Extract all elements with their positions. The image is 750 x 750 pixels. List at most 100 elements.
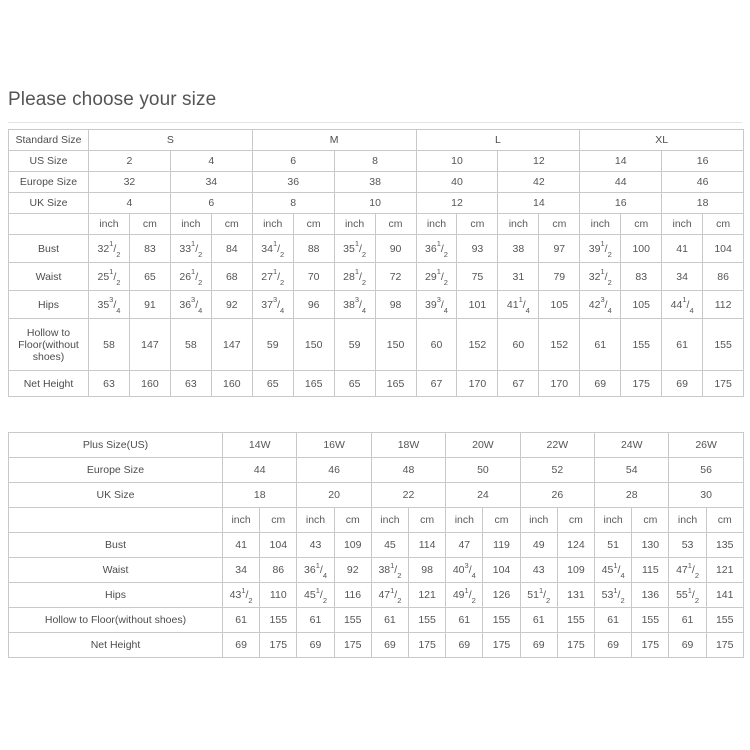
cell-plus-hollow_to_floor-12: 61: [668, 607, 707, 633]
table-row-hollow-to-floor: Hollow to Floor(without shoes) 58 147 58 147…: [8, 318, 745, 371]
cell-waist-4: 271/2: [251, 262, 294, 291]
cell-waist-12: 321/2: [579, 262, 622, 291]
cell-bust-7: 90: [374, 234, 417, 263]
cell-bust-11: 97: [538, 234, 581, 263]
table-row-units: inch cm inch cm inch cm inch cm inch cm inch cm inch…: [8, 213, 745, 235]
cell-plus-waist-4: 381/2: [370, 557, 410, 583]
cell-hips-5: 96: [292, 290, 335, 319]
cell-net_height-4: 65: [251, 370, 294, 397]
cell-plus_size-2: 18W: [370, 432, 447, 458]
cell-bust-0: 321/2: [88, 234, 130, 263]
cell-bust-6: 351/2: [333, 234, 376, 263]
cell-plus-waist-13: 121: [705, 557, 744, 583]
unit-header-11: cm: [538, 213, 581, 235]
cell-plus-waist-1: 86: [259, 557, 298, 583]
cell-plus-hollow_to_floor-2: 61: [296, 607, 335, 633]
cell-plus-net_height-6: 69: [445, 632, 484, 658]
cell-waist-9: 75: [456, 262, 499, 291]
cell-bust-1: 83: [128, 234, 171, 263]
cell-plus-net_height-4: 69: [370, 632, 410, 658]
cell-europe_size-1: 34: [169, 171, 253, 193]
unit-header-9: cm: [456, 213, 499, 235]
table-row-uk-size: UK Size 4 6 8 10 12 14 16 18: [8, 192, 745, 214]
cell-plus-hips-7: 126: [482, 582, 521, 608]
cell-hips-8: 393/4: [415, 290, 458, 319]
plus-unit-header-7: cm: [482, 507, 521, 533]
cell-uk_size-4: 26: [519, 482, 596, 508]
standard-size-table: Standard Size S M L XL US Size 2 4 6 8 10 12 14 16 Eur…: [8, 129, 745, 397]
cell-europe_size-2: 36: [251, 171, 335, 193]
table-row-bust: Bust 321/2 83 331/2 84 341/2 88 351/2 90 361/2 93 3…: [8, 234, 745, 263]
cell-europe_size-4: 40: [415, 171, 499, 193]
cell-plus-hips-9: 131: [556, 582, 596, 608]
cell-plus-hollow_to_floor-8: 61: [519, 607, 558, 633]
cell-hollow_to_floor-0: 58: [88, 318, 130, 371]
cell-hips-13: 105: [620, 290, 663, 319]
cell-plus-net_height-2: 69: [296, 632, 335, 658]
cell-hollow_to_floor-13: 155: [620, 318, 663, 371]
cell-plus-hollow_to_floor-10: 61: [594, 607, 633, 633]
table-row-plus-uk-size: UK Size 18 20 22 24 26 28 30: [8, 482, 744, 508]
row-label-plus-hips: Hips: [8, 582, 223, 608]
row-label-europe-size: Europe Size: [8, 171, 89, 193]
cell-bust-9: 93: [456, 234, 499, 263]
cell-plus-bust-11: 130: [631, 532, 670, 558]
unit-header-10: inch: [497, 213, 540, 235]
cell-waist-1: 65: [128, 262, 171, 291]
row-label-plus-waist: Waist: [8, 557, 223, 583]
row-label-plus-europe-size: Europe Size: [8, 457, 223, 483]
cell-net_height-13: 175: [620, 370, 663, 397]
cell-europe_size-4: 52: [519, 457, 596, 483]
table-row-hips: Hips 353/4 91 363/4 92 373/4 96 383/4 98 393/4 101…: [8, 290, 745, 319]
cell-waist-11: 79: [538, 262, 581, 291]
cell-plus-hollow_to_floor-4: 61: [370, 607, 410, 633]
cell-hips-9: 101: [456, 290, 499, 319]
cell-us_size-2: 6: [251, 150, 335, 172]
unit-header-5: cm: [292, 213, 335, 235]
cell-net_height-0: 63: [88, 370, 130, 397]
cell-uk_size-6: 16: [579, 192, 663, 214]
cell-hollow_to_floor-15: 155: [702, 318, 745, 371]
cell-uk_size-3: 10: [333, 192, 417, 214]
cell-hips-14: 441/4: [661, 290, 704, 319]
plus-unit-header-10: inch: [594, 507, 633, 533]
cell-us_size-0: 2: [88, 150, 171, 172]
cell-uk_size-7: 18: [661, 192, 745, 214]
cell-plus_size-1: 16W: [296, 432, 372, 458]
cell-net_height-14: 69: [661, 370, 704, 397]
cell-waist-6: 281/2: [333, 262, 376, 291]
cell-uk_size-4: 12: [415, 192, 499, 214]
cell-hollow_to_floor-14: 61: [661, 318, 704, 371]
cell-plus-waist-9: 109: [556, 557, 596, 583]
cell-plus-bust-13: 135: [705, 532, 744, 558]
row-label-plus-hollow-to-floor: Hollow to Floor(without shoes): [8, 607, 223, 633]
unit-header-15: cm: [702, 213, 745, 235]
cell-europe_size-0: 44: [221, 457, 298, 483]
row-label-bust: Bust: [8, 234, 89, 263]
cell-hollow_to_floor-4: 59: [251, 318, 294, 371]
group-header-M: M: [251, 129, 417, 151]
cell-plus-bust-1: 104: [259, 532, 298, 558]
table-row-europe-size: Europe Size 32 34 36 38 40 42 44 46: [8, 171, 745, 193]
group-header-L: L: [415, 129, 581, 151]
cell-plus-hips-11: 136: [631, 582, 670, 608]
cell-plus-hollow_to_floor-5: 155: [408, 607, 447, 633]
row-label-net-height: Net Height: [8, 370, 89, 397]
table-row-standard-size: Standard Size S M L XL: [8, 129, 745, 151]
cell-net_height-11: 170: [538, 370, 581, 397]
cell-net_height-12: 69: [579, 370, 622, 397]
cell-plus-net_height-8: 69: [519, 632, 558, 658]
cell-uk_size-5: 28: [594, 482, 670, 508]
cell-plus-hips-2: 451/2: [296, 582, 335, 608]
cell-hips-10: 411/4: [497, 290, 540, 319]
cell-net_height-7: 165: [374, 370, 417, 397]
cell-uk_size-1: 6: [169, 192, 253, 214]
cell-hips-4: 373/4: [251, 290, 294, 319]
cell-net_height-1: 160: [128, 370, 171, 397]
cell-hollow_to_floor-3: 147: [210, 318, 253, 371]
plus-unit-header-13: cm: [705, 507, 744, 533]
unit-header-3: cm: [210, 213, 253, 235]
cell-plus-net_height-12: 69: [668, 632, 707, 658]
plus-unit-header-1: cm: [259, 507, 298, 533]
table-row-plus-units: inch cm inch cm inch cm inch cm inch cm inch cm inch…: [8, 507, 744, 533]
